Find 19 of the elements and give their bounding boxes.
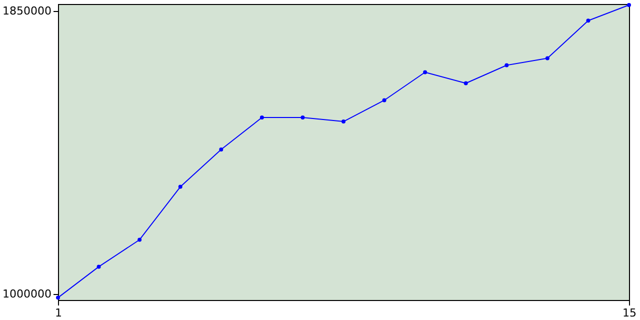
x-tick-label: 15 [622, 306, 636, 320]
y-tick-label: 1000000 [2, 288, 52, 301]
point [464, 81, 468, 86]
x-tick-label: 1 [55, 306, 62, 320]
point [545, 56, 550, 60]
point [504, 63, 509, 68]
point [423, 70, 428, 74]
point [219, 148, 224, 152]
point [96, 264, 101, 269]
point [178, 184, 182, 189]
point [382, 98, 386, 102]
point [56, 296, 60, 300]
point [138, 238, 142, 242]
point [342, 120, 346, 124]
point [260, 116, 264, 120]
point [300, 116, 305, 120]
y-tick-label: 1850000 [2, 4, 52, 18]
point [586, 18, 590, 23]
point [627, 3, 631, 7]
